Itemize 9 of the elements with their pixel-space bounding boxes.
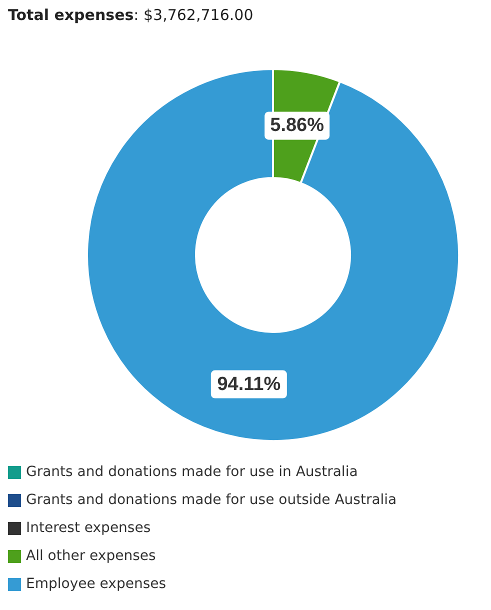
chart-title: Total expenses: $3,762,716.00 [8, 6, 254, 24]
legend-label: Grants and donations made for use outside Australia [26, 491, 397, 510]
legend-label: Interest expenses [26, 519, 151, 538]
legend-label: All other expenses [26, 547, 156, 566]
data-label: 94.11% [217, 374, 281, 395]
legend-label: Employee expenses [26, 575, 166, 594]
legend-label: Grants and donations made for use in Australia [26, 463, 358, 482]
donut-slice [86, 68, 460, 442]
data-label: 5.86% [270, 115, 324, 136]
